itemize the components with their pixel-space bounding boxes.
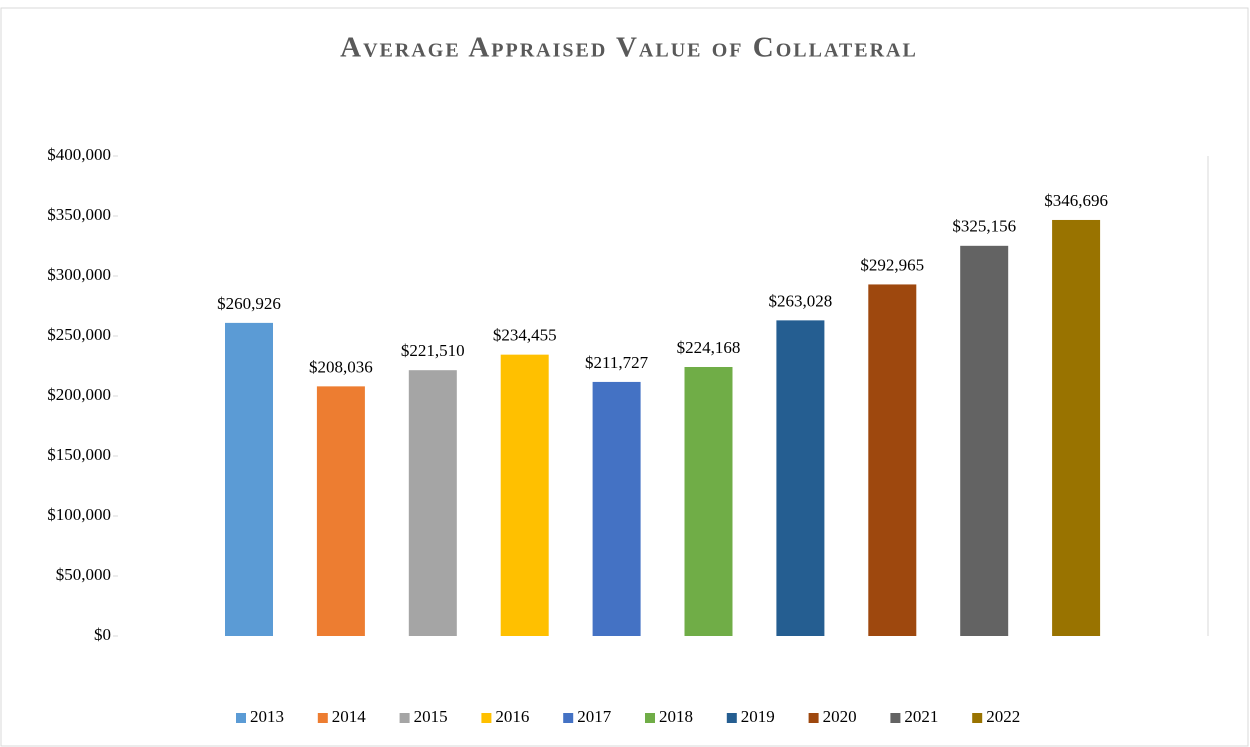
legend-swatch — [481, 713, 492, 723]
y-tick-label: $0 — [94, 625, 111, 644]
y-tick-label: $50,000 — [56, 565, 111, 584]
legend-swatch — [317, 713, 328, 723]
legend-swatch — [236, 713, 246, 723]
bar — [316, 386, 365, 636]
value-label: $208,036 — [309, 357, 373, 376]
bar — [776, 320, 825, 636]
legend-swatch — [972, 713, 983, 723]
legend-label: 2020 — [823, 707, 857, 726]
legend-swatch — [645, 713, 655, 723]
legend-label: 2013 — [250, 707, 284, 726]
legend-label: 2015 — [414, 707, 448, 726]
value-label: $211,727 — [585, 353, 649, 372]
bar — [684, 366, 733, 636]
bar — [592, 381, 641, 636]
bar — [225, 322, 273, 636]
value-label: $260,926 — [217, 294, 281, 313]
legend-label: 2018 — [659, 707, 693, 726]
y-tick-label: $350,000 — [47, 205, 111, 224]
y-tick-label: $250,000 — [47, 325, 111, 344]
y-tick-label: $200,000 — [47, 385, 111, 404]
bar — [408, 370, 457, 636]
value-label: $346,696 — [1044, 191, 1108, 210]
value-label: $263,028 — [769, 291, 833, 310]
bar — [868, 284, 917, 636]
legend-swatch — [890, 713, 901, 723]
legend-label: 2021 — [904, 707, 938, 726]
legend-swatch — [808, 713, 819, 723]
chart-title: Average Appraised Value of Collateral — [340, 32, 918, 64]
value-label: $224,168 — [677, 338, 741, 357]
legend-label: 2022 — [986, 707, 1020, 726]
bar — [1052, 219, 1101, 637]
y-tick-label: $150,000 — [47, 445, 111, 464]
legend-label: 2016 — [495, 707, 529, 726]
y-tick-label: $100,000 — [47, 505, 111, 524]
value-label: $234,455 — [493, 326, 557, 345]
value-label: $325,156 — [952, 217, 1016, 236]
legend-label: 2019 — [741, 707, 775, 726]
chart-border — [0, 7, 1249, 747]
legend-swatch — [399, 713, 410, 723]
y-tick-label: $400,000 — [47, 145, 111, 164]
bar — [960, 245, 1009, 636]
value-label: $221,510 — [401, 341, 465, 360]
legend-swatch — [726, 713, 737, 723]
legend-label: 2014 — [332, 707, 367, 726]
value-label: $292,965 — [860, 255, 924, 274]
legend-swatch — [563, 713, 574, 723]
y-tick-label: $300,000 — [47, 265, 111, 284]
legend-label: 2017 — [577, 707, 612, 726]
bar — [500, 354, 549, 636]
